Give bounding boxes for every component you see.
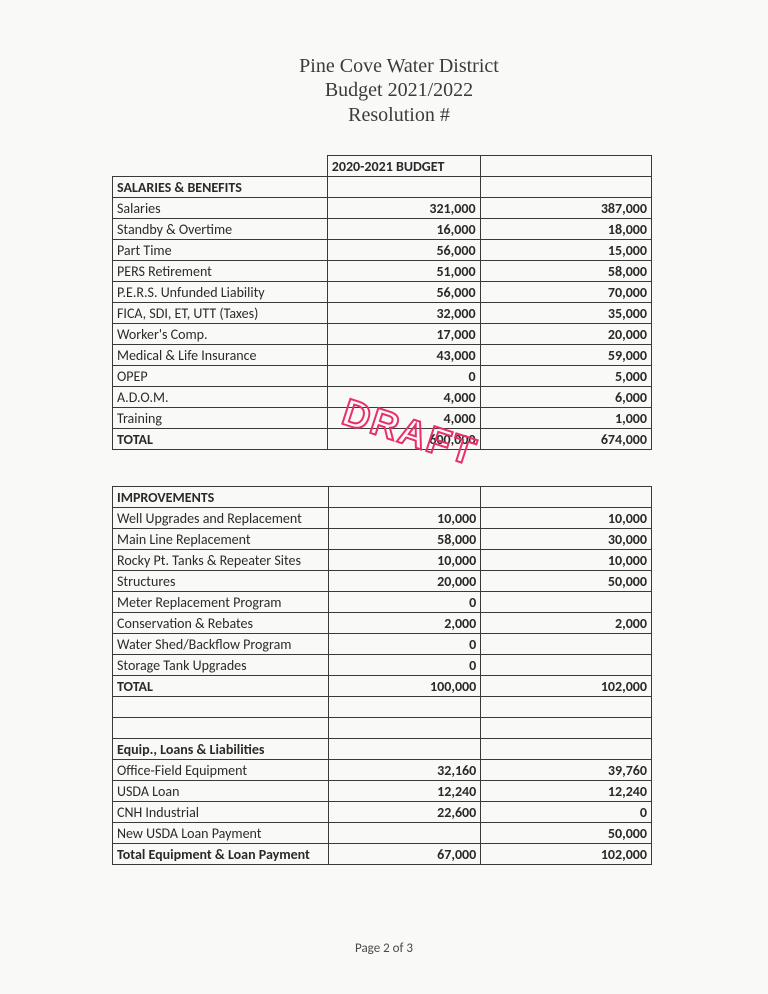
title-line-2: Budget 2021/2022 [112, 78, 686, 102]
improvements-row-b: 10,000 [481, 550, 652, 571]
improvements-row-b [481, 592, 652, 613]
improvements-row-b: 10,000 [481, 508, 652, 529]
equip-row-a: 22,600 [329, 802, 481, 823]
improvements-row-label: Rocky Pt. Tanks & Repeater Sites [113, 550, 329, 571]
improvements-row-label: Meter Replacement Program [113, 592, 329, 613]
improvements-row-a: 10,000 [329, 550, 481, 571]
salaries-row-b: 58,000 [480, 261, 651, 282]
spacer [113, 697, 329, 718]
section-salaries-benefits: SALARIES & BENEFITS [113, 177, 328, 198]
improvements-row-b: 2,000 [481, 613, 652, 634]
salaries-row-b: 18,000 [480, 219, 651, 240]
equip-row-label: CNH Industrial [113, 802, 329, 823]
equip-row-b: 12,240 [481, 781, 652, 802]
imp-blank-b [481, 487, 652, 508]
equip-row-a: 32,160 [329, 760, 481, 781]
section-improvements: IMPROVEMENTS [113, 487, 329, 508]
page-footer: Page 2 of 3 [0, 941, 768, 956]
equip-row-label: USDA Loan [113, 781, 329, 802]
spacer [113, 718, 329, 739]
salaries-row-b: 20,000 [480, 324, 651, 345]
salaries-row-b: 35,000 [480, 303, 651, 324]
equip-row-b: 0 [481, 802, 652, 823]
section-equip-loans: Equip., Loans & Liabilities [113, 739, 329, 760]
equip-row-a [329, 823, 481, 844]
salaries-row-label: Part Time [113, 240, 328, 261]
salaries-row-a: 321,000 [327, 198, 480, 219]
equip-total-a: 67,000 [329, 844, 481, 865]
salaries-row-a: 16,000 [327, 219, 480, 240]
improvements-row-label: Well Upgrades and Replacement [113, 508, 329, 529]
salaries-row-label: FICA, SDI, ET, UTT (Taxes) [113, 303, 328, 324]
equip-blank-b [481, 739, 652, 760]
equip-total-b: 102,000 [481, 844, 652, 865]
imp-total-b: 102,000 [481, 676, 652, 697]
col-header-blank [480, 156, 651, 177]
salaries-row-label: Worker's Comp. [113, 324, 328, 345]
improvements-row-label: Storage Tank Upgrades [113, 655, 329, 676]
salaries-row-a: 0 [327, 366, 480, 387]
salaries-row-b: 6,000 [480, 387, 651, 408]
salaries-row-label: Training [113, 408, 328, 429]
equip-row-a: 12,240 [329, 781, 481, 802]
equip-row-b: 50,000 [481, 823, 652, 844]
improvements-row-label: Water Shed/Backflow Program [113, 634, 329, 655]
title-line-3: Resolution # [112, 103, 686, 127]
salaries-row-a: 32,000 [327, 303, 480, 324]
imp-total-label: TOTAL [113, 676, 329, 697]
equip-blank-a [329, 739, 481, 760]
salaries-row-a: 4,000 [327, 387, 480, 408]
salaries-row-b: 59,000 [480, 345, 651, 366]
salaries-row-b: 1,000 [480, 408, 651, 429]
salaries-row-a: 17,000 [327, 324, 480, 345]
improvements-row-a: 2,000 [329, 613, 481, 634]
salaries-row-label: Salaries [113, 198, 328, 219]
section-blank-b [480, 177, 651, 198]
salaries-row-label: PERS Retirement [113, 261, 328, 282]
salaries-row-label: OPEP [113, 366, 328, 387]
salaries-row-label: P.E.R.S. Unfunded Liability [113, 282, 328, 303]
imp-total-a: 100,000 [329, 676, 481, 697]
improvements-row-label: Conservation & Rebates [113, 613, 329, 634]
blank-corner [113, 156, 328, 177]
salaries-row-a: 51,000 [327, 261, 480, 282]
improvements-row-label: Main Line Replacement [113, 529, 329, 550]
improvements-row-a: 0 [329, 634, 481, 655]
improvements-row-a: 0 [329, 592, 481, 613]
equip-row-b: 39,760 [481, 760, 652, 781]
equip-row-label: Office-Field Equipment [113, 760, 329, 781]
salaries-row-a: 43,000 [327, 345, 480, 366]
col-header-budget: 2020-2021 BUDGET [327, 156, 480, 177]
improvements-row-a: 58,000 [329, 529, 481, 550]
total-b: 674,000 [480, 429, 651, 450]
equip-total-label: Total Equipment & Loan Payment [113, 844, 329, 865]
improvements-row-b: 50,000 [481, 571, 652, 592]
salaries-row-b: 15,000 [480, 240, 651, 261]
salaries-row-label: A.D.O.M. [113, 387, 328, 408]
salaries-row-a: 56,000 [327, 240, 480, 261]
improvements-row-b [481, 634, 652, 655]
equip-row-label: New USDA Loan Payment [113, 823, 329, 844]
improvements-row-a: 10,000 [329, 508, 481, 529]
salaries-row-b: 387,000 [480, 198, 651, 219]
imp-blank-a [329, 487, 481, 508]
total-a: 600,000 [327, 429, 480, 450]
salaries-benefits-table: 2020-2021 BUDGET SALARIES & BENEFITS Sal… [112, 155, 652, 450]
section-blank-a [327, 177, 480, 198]
document-title: Pine Cove Water District Budget 2021/202… [112, 54, 686, 127]
salaries-row-b: 5,000 [480, 366, 651, 387]
salaries-row-a: 4,000 [327, 408, 480, 429]
improvements-row-b: 30,000 [481, 529, 652, 550]
improvements-row-label: Structures [113, 571, 329, 592]
salaries-row-label: Standby & Overtime [113, 219, 328, 240]
salaries-row-a: 56,000 [327, 282, 480, 303]
title-line-1: Pine Cove Water District [112, 54, 686, 78]
salaries-row-b: 70,000 [480, 282, 651, 303]
total-label: TOTAL [113, 429, 328, 450]
improvements-row-b [481, 655, 652, 676]
improvements-row-a: 20,000 [329, 571, 481, 592]
improvements-table: IMPROVEMENTS Well Upgrades and Replaceme… [112, 486, 652, 865]
salaries-row-label: Medical & Life Insurance [113, 345, 328, 366]
improvements-row-a: 0 [329, 655, 481, 676]
